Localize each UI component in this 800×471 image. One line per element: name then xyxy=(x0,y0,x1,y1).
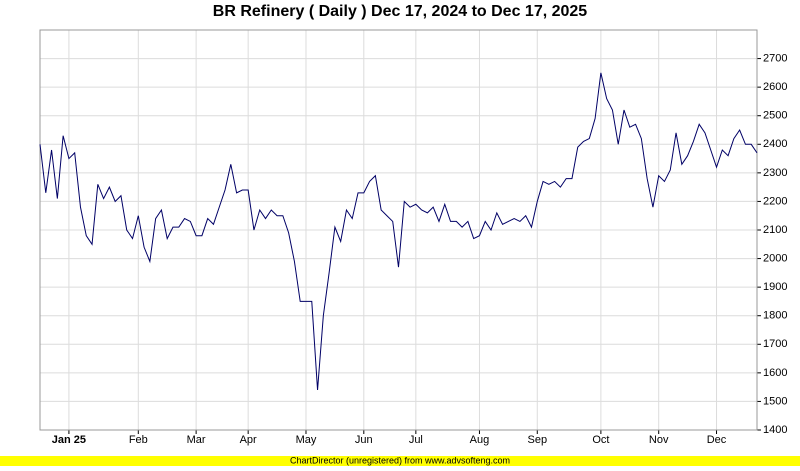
y-tick-label: 1700 xyxy=(763,338,787,350)
footer-bar xyxy=(0,456,800,466)
y-tick-label: 2100 xyxy=(763,224,787,236)
x-tick-label: Jul xyxy=(409,434,423,446)
x-tick-label: Sep xyxy=(527,434,547,446)
x-tick-label: Dec xyxy=(707,434,727,446)
x-tick-label: Mar xyxy=(187,434,206,446)
y-tick-label: 1600 xyxy=(763,367,787,379)
x-tick-label: May xyxy=(296,434,317,446)
x-tick-label: Oct xyxy=(592,434,609,446)
plot-border xyxy=(39,29,758,431)
x-tick-label: Feb xyxy=(129,434,148,446)
x-tick-label: Jan 25 xyxy=(52,434,86,446)
y-tick-label: 2300 xyxy=(763,167,787,179)
footer: ChartDirector (unregistered) from www.ad… xyxy=(290,455,510,465)
chart-title: BR Refinery ( Daily ) Dec 17, 2024 to De… xyxy=(213,3,588,20)
y-tick-label: 2700 xyxy=(763,52,787,64)
y-tick-label: 2600 xyxy=(763,81,787,93)
y-tick-label: 1800 xyxy=(763,310,787,322)
x-tick-label: Jun xyxy=(355,434,373,446)
x-tick-label: Apr xyxy=(240,434,257,446)
price-line xyxy=(39,72,758,391)
y-tick-label: 1500 xyxy=(763,395,787,407)
y-tick-label: 2500 xyxy=(763,110,787,122)
y-tick-label: 2000 xyxy=(763,252,787,264)
y-tick-label: 2400 xyxy=(763,138,787,150)
x-tick-label: Aug xyxy=(470,434,490,446)
x-tick-label: Nov xyxy=(649,434,669,446)
y-tick-label: 2200 xyxy=(763,195,787,207)
y-tick-label: 1900 xyxy=(763,281,787,293)
y-tick-label: 1400 xyxy=(763,424,787,436)
